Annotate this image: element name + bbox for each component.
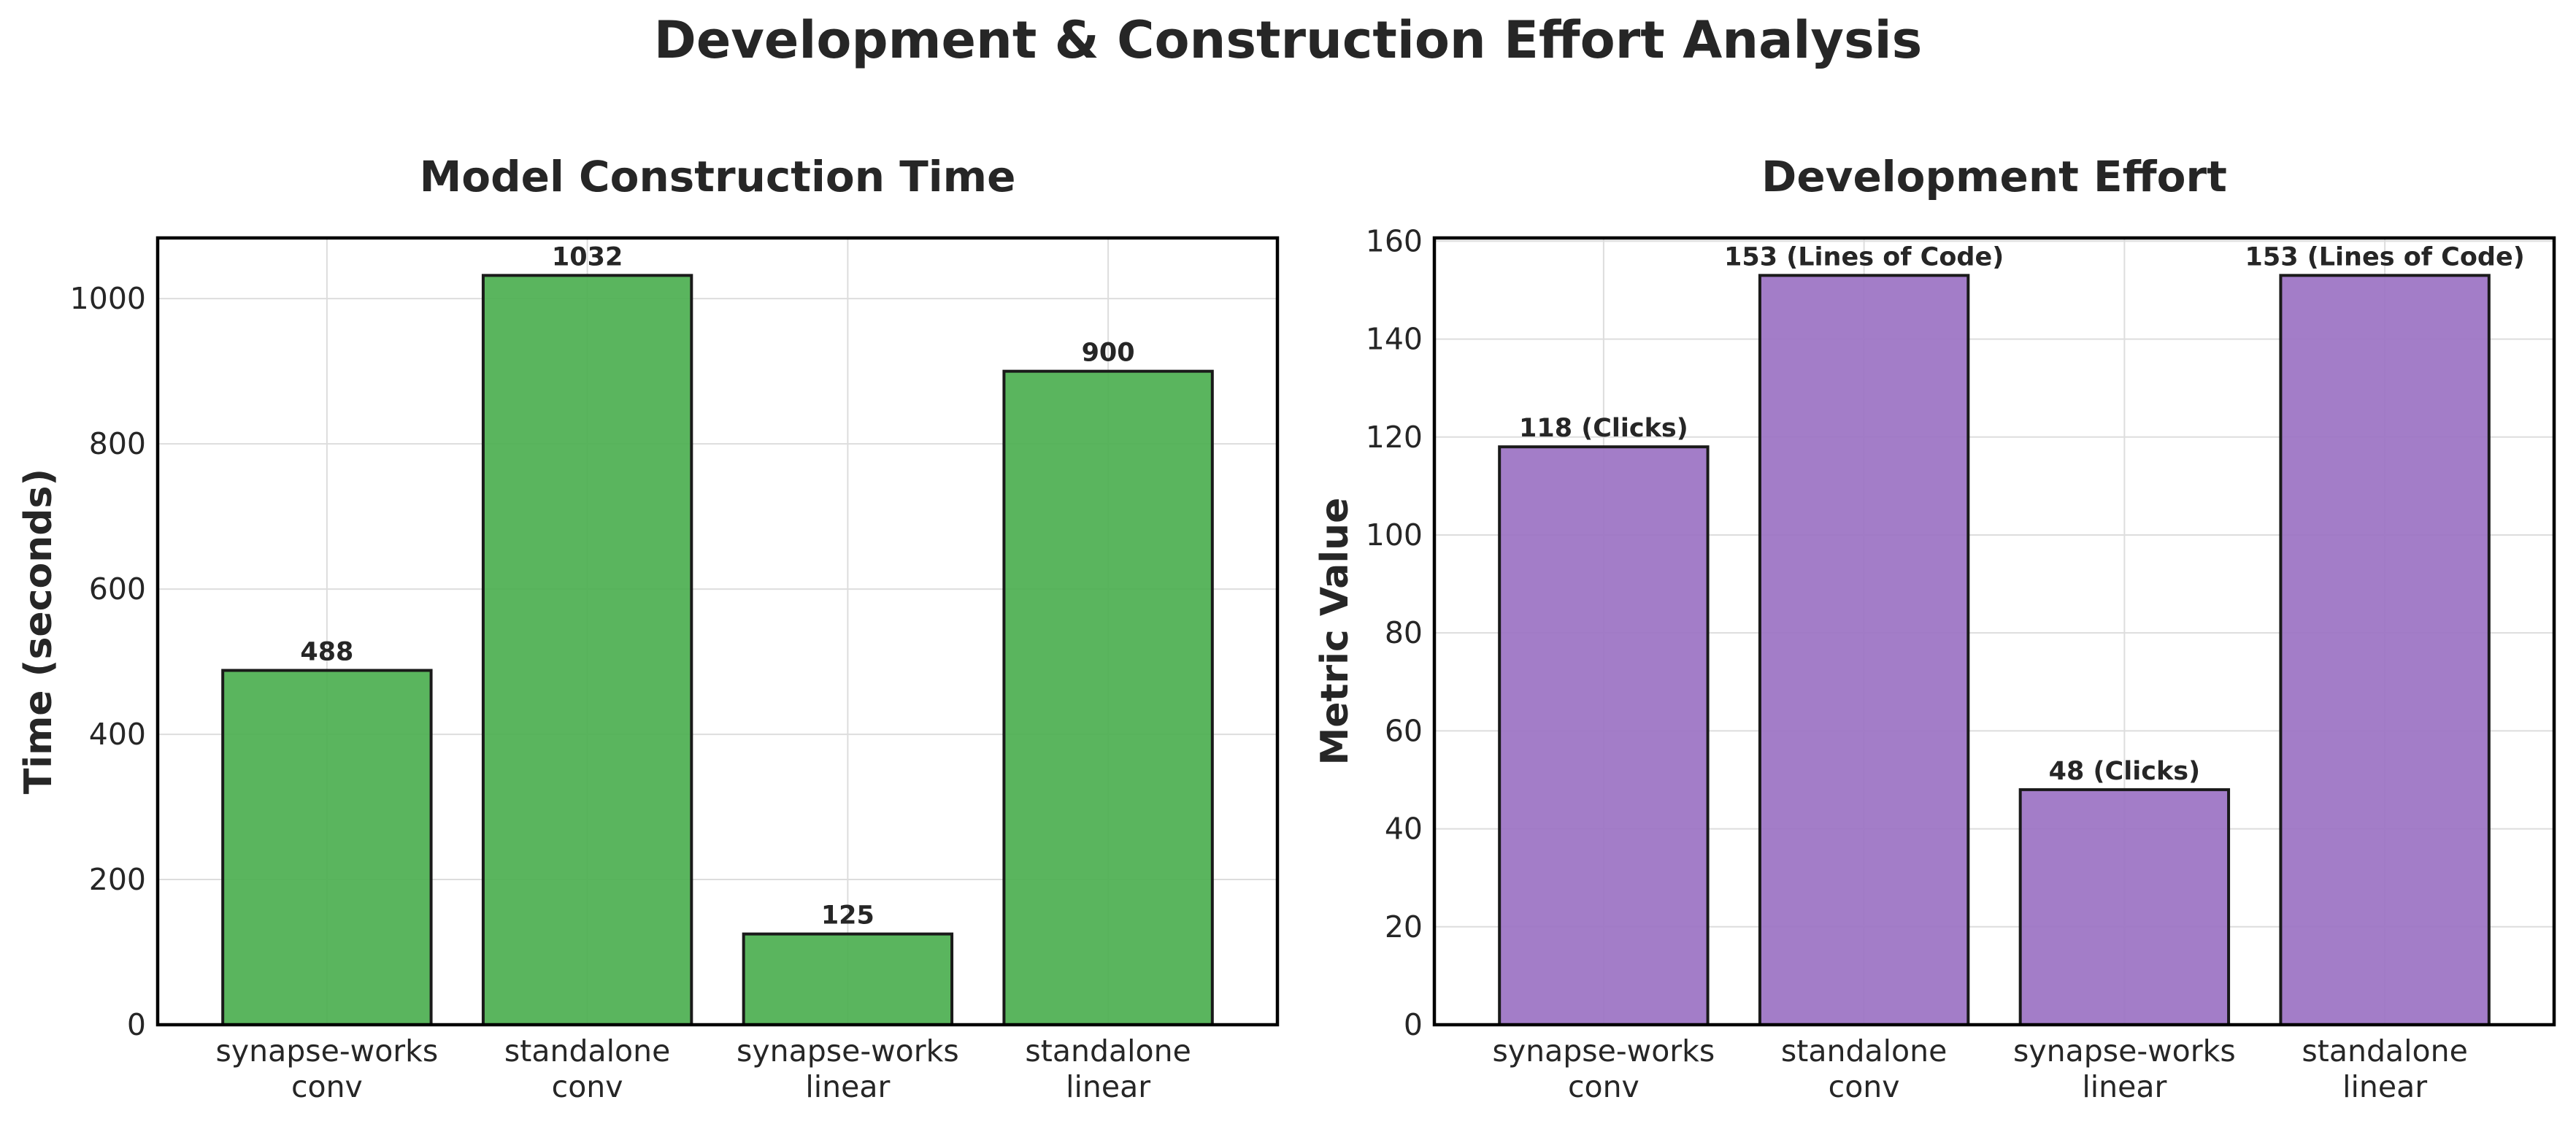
chart-2-y-axis-title: Metric Value: [1313, 498, 1357, 766]
chart-2-xtick-label-2-1: standalone: [1781, 1033, 1947, 1069]
chart-2-data-label-2: 153 (Lines of Code): [1724, 242, 2004, 272]
chart-1: 488 1032 125 900 0 200 400 600 800 1000 synapse-wo…: [17, 152, 1280, 1104]
chart-2-ytick-label-0: 0: [1404, 1007, 1423, 1042]
chart-1-bar-3: [742, 932, 954, 1026]
chart-2-data-label-3: 48 (Clicks): [2049, 757, 2200, 786]
chart-1-data-label-3: 125: [821, 901, 874, 931]
chart-1-xtick-label-1-1: synapse-works: [216, 1033, 439, 1069]
chart-1-xtick-label-4-1: standalone: [1025, 1033, 1191, 1069]
chart-1-ytick-label-4: 800: [89, 426, 146, 461]
chart-1-title: Model Construction Time: [420, 152, 1016, 201]
chart-1-ytick-label-1: 200: [89, 862, 146, 897]
chart-2-bar-1: [1498, 445, 1710, 1026]
chart-2-bar-4: [2279, 274, 2491, 1026]
chart-2-ytick-label-7: 140: [1366, 322, 1423, 357]
figure-title: Development & Construction Effort Analys…: [653, 10, 1923, 70]
chart-2-ytick-label-4: 80: [1385, 615, 1423, 650]
chart-2-xtick-label-4-1: standalone: [2302, 1033, 2467, 1069]
chart-2: 118 (Clicks) 153 (Lines of Code) 48 (Click…: [1313, 152, 2556, 1104]
chart-2-ytick-label-1: 20: [1385, 909, 1423, 944]
chart-2-xtick-label-2-2: conv: [1829, 1069, 1900, 1104]
chart-1-bar-1: [221, 669, 433, 1026]
chart-1-ytick-label-0: 0: [127, 1007, 146, 1042]
chart-2-data-label-4: 153 (Lines of Code): [2245, 242, 2525, 272]
chart-1-xtick-label-4-2: linear: [1066, 1069, 1150, 1104]
chart-2-axes-frame: [1432, 236, 2556, 1027]
chart-1-bar-4: [1002, 369, 1214, 1026]
chart-1-bar-2: [481, 274, 693, 1026]
chart-2-ytick-label-6: 120: [1366, 420, 1423, 455]
chart-2-xtick-label-4-2: linear: [2342, 1069, 2427, 1104]
chart-2-data-label-1: 118 (Clicks): [1519, 414, 1688, 443]
chart-2-bar-3: [2018, 788, 2231, 1026]
chart-2-xtick-label-3-2: linear: [2082, 1069, 2166, 1104]
chart-2-title: Development Effort: [1761, 152, 2227, 201]
chart-1-data-label-2: 1032: [552, 242, 623, 272]
chart-2-xtick-label-1-2: conv: [1568, 1069, 1639, 1104]
chart-2-bar-2: [1758, 274, 1970, 1026]
chart-1-xtick-label-1-2: conv: [291, 1069, 363, 1104]
chart-1-xtick-label-2-2: conv: [552, 1069, 623, 1104]
chart-1-axes-frame: [155, 236, 1280, 1027]
chart-1-xtick-label-3-2: linear: [805, 1069, 890, 1104]
chart-2-xtick-label-1-1: synapse-works: [1493, 1033, 1715, 1069]
chart-2-ytick-label-2: 40: [1385, 812, 1423, 847]
chart-1-ytick-label-2: 400: [89, 717, 146, 752]
chart-1-data-label-1: 488: [300, 638, 353, 667]
chart-1-xtick-label-3-1: synapse-works: [737, 1033, 959, 1069]
chart-2-ytick-label-5: 100: [1366, 517, 1423, 553]
chart-2-ytick-label-8: 160: [1366, 223, 1423, 258]
chart-1-ytick-label-5: 1000: [70, 281, 146, 316]
chart-1-xtick-label-2-1: standalone: [504, 1033, 670, 1069]
chart-1-ytick-label-3: 600: [89, 571, 146, 607]
chart-2-ytick-label-3: 60: [1385, 713, 1423, 748]
chart-1-y-axis-title: Time (seconds): [17, 469, 61, 794]
chart-1-data-label-4: 900: [1082, 339, 1135, 368]
chart-2-xtick-label-3-1: synapse-works: [2013, 1033, 2236, 1069]
